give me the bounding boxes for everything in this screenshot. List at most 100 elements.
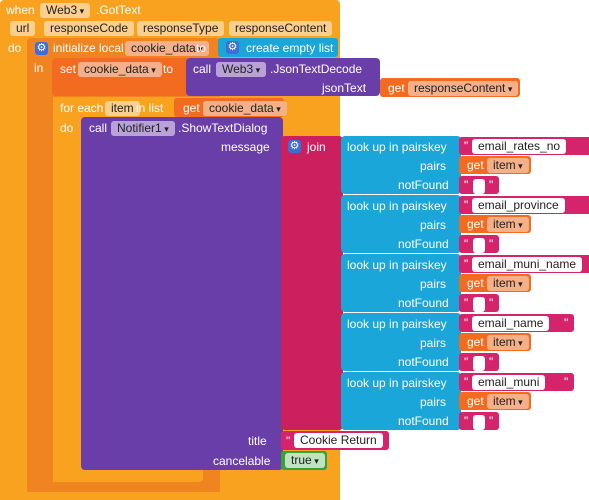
join-label: join bbox=[307, 140, 326, 154]
show-text-dialog-method: .ShowTextDialog bbox=[178, 121, 268, 135]
for-each-item-var[interactable]: item bbox=[105, 101, 140, 116]
set-var-dropdown[interactable]: cookie_data bbox=[78, 62, 162, 77]
for-each-label: for each bbox=[60, 101, 104, 115]
notfound-empty-text-field[interactable] bbox=[473, 415, 485, 430]
for-each-side bbox=[53, 97, 82, 482]
json-text-decode-method: .JsonTextDecode bbox=[270, 62, 363, 76]
item-var-dropdown[interactable]: item bbox=[487, 217, 529, 232]
notfound-quote-open: " bbox=[464, 296, 469, 310]
lookup-pairs-label: pairs bbox=[420, 277, 447, 291]
lookup-in-pairs-block[interactable] bbox=[341, 313, 461, 371]
lookup-notfound-label: notFound bbox=[398, 355, 449, 369]
notfound-empty-text-field[interactable] bbox=[473, 238, 485, 253]
notfound-empty-text-field[interactable] bbox=[473, 179, 485, 194]
response-content-dropdown[interactable]: responseContent bbox=[408, 81, 519, 96]
key-quote-open: " bbox=[464, 139, 469, 153]
lookup-key-label: key bbox=[428, 199, 447, 213]
lookup-key-label: key bbox=[428, 376, 447, 390]
for-each-do-label: do bbox=[60, 121, 74, 135]
get-item-label: get bbox=[467, 217, 484, 231]
web3-component-dropdown[interactable]: Web3 bbox=[216, 62, 267, 77]
cancelable-true-dropdown[interactable]: true bbox=[285, 453, 325, 468]
lookup-in-pairs-block[interactable] bbox=[341, 136, 461, 194]
get-item-label: get bbox=[467, 158, 484, 172]
lookup-notfound-label: notFound bbox=[398, 414, 449, 428]
lookup-key-text-field[interactable]: email_muni_name bbox=[472, 257, 583, 272]
title-quote-close: " bbox=[379, 434, 384, 448]
event-when-label: when bbox=[6, 3, 35, 17]
message-arg-label: message bbox=[221, 140, 270, 154]
lookup-in-pairs-label: look up in pairs bbox=[347, 258, 428, 272]
lookup-key-text-field[interactable]: email_muni bbox=[472, 375, 546, 390]
title-arg-label: title bbox=[248, 434, 267, 448]
call-label-web3: call bbox=[193, 62, 212, 76]
notfound-quote-close: " bbox=[489, 237, 494, 251]
lookup-in-pairs-block[interactable] bbox=[341, 195, 461, 253]
key-quote-close: " bbox=[564, 316, 569, 330]
get-label-response: get bbox=[388, 81, 405, 95]
event-name-label: .GotText bbox=[96, 3, 141, 17]
key-quote-open: " bbox=[464, 198, 469, 212]
join-gear-icon[interactable]: ⚙ bbox=[288, 140, 301, 153]
notfound-empty-text-field[interactable] bbox=[473, 356, 485, 371]
notfound-quote-open: " bbox=[464, 178, 469, 192]
item-var-dropdown[interactable]: item bbox=[487, 158, 529, 173]
local-var-name-field[interactable]: cookie_data bbox=[125, 41, 209, 56]
param-url[interactable]: url bbox=[10, 21, 36, 36]
event-component-dropdown[interactable]: Web3 bbox=[40, 3, 91, 18]
notfound-quote-close: " bbox=[489, 178, 494, 192]
lookup-notfound-label: notFound bbox=[398, 296, 449, 310]
lookup-in-pairs-label: look up in pairs bbox=[347, 199, 428, 213]
item-var-dropdown[interactable]: item bbox=[487, 394, 529, 409]
lookup-notfound-label: notFound bbox=[398, 237, 449, 251]
param-response-content[interactable]: responseContent bbox=[229, 21, 333, 36]
call-label-notifier: call bbox=[89, 121, 108, 135]
notifier-component-dropdown[interactable]: Notifier1 bbox=[111, 121, 175, 136]
lookup-notfound-label: notFound bbox=[398, 178, 449, 192]
lookup-in-pairs-label: look up in pairs bbox=[347, 376, 428, 390]
get-item-label: get bbox=[467, 394, 484, 408]
set-label: set bbox=[60, 62, 77, 76]
lookup-in-pairs-label: look up in pairs bbox=[347, 317, 428, 331]
get-item-label: get bbox=[467, 276, 484, 290]
mutator-gear-icon[interactable]: ⚙ bbox=[35, 42, 48, 55]
notfound-quote-open: " bbox=[464, 414, 469, 428]
lookup-key-text-field[interactable]: email_province bbox=[472, 198, 565, 213]
title-text-field[interactable]: Cookie Return bbox=[294, 433, 383, 448]
lookup-pairs-label: pairs bbox=[420, 395, 447, 409]
init-local-label: initialize local bbox=[53, 41, 124, 55]
lookup-key-label: key bbox=[428, 317, 447, 331]
key-quote-open: " bbox=[464, 257, 469, 271]
notfound-empty-text-field[interactable] bbox=[473, 297, 485, 312]
item-var-dropdown[interactable]: item bbox=[487, 335, 529, 350]
lookup-in-pairs-block[interactable] bbox=[341, 254, 461, 312]
lookup-key-text-field[interactable]: email_rates_no bbox=[472, 139, 567, 154]
for-each-in-list-label: in list bbox=[136, 101, 164, 115]
event-do-label: do bbox=[8, 41, 22, 55]
join-block[interactable] bbox=[281, 136, 343, 430]
key-quote-close: " bbox=[564, 375, 569, 389]
key-quote-open: " bbox=[464, 375, 469, 389]
lookup-key-label: key bbox=[428, 140, 447, 154]
notfound-quote-close: " bbox=[489, 414, 494, 428]
param-response-type[interactable]: responseType bbox=[137, 21, 225, 36]
cookie-data-dropdown[interactable]: cookie_data bbox=[203, 101, 287, 116]
init-local-in-label: in bbox=[34, 61, 44, 75]
lookup-key-text-field[interactable]: email_name bbox=[472, 316, 550, 331]
init-local-to-label: to bbox=[196, 41, 207, 55]
notfound-quote-open: " bbox=[464, 237, 469, 251]
key-quote-open: " bbox=[464, 316, 469, 330]
notfound-quote-close: " bbox=[489, 296, 494, 310]
lookup-key-label: key bbox=[428, 258, 447, 272]
notfound-quote-open: " bbox=[464, 355, 469, 369]
create-empty-list-block[interactable] bbox=[218, 38, 338, 57]
list-gear-icon[interactable]: ⚙ bbox=[226, 41, 239, 54]
item-var-dropdown[interactable]: item bbox=[487, 276, 529, 291]
show-text-dialog-block[interactable] bbox=[81, 117, 283, 470]
param-response-code[interactable]: responseCode bbox=[44, 21, 135, 36]
set-to-label: to bbox=[163, 62, 174, 76]
lookup-in-pairs-block[interactable] bbox=[341, 372, 461, 430]
get-item-label: get bbox=[467, 335, 484, 349]
lookup-pairs-label: pairs bbox=[420, 336, 447, 350]
lookup-pairs-label: pairs bbox=[420, 159, 447, 173]
